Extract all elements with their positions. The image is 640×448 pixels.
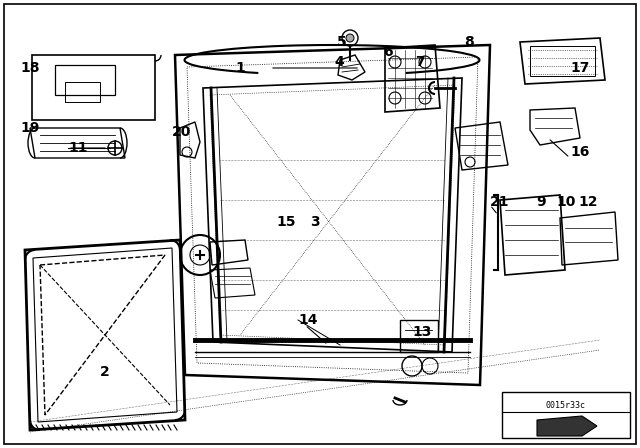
Circle shape — [346, 34, 354, 42]
Text: 0015r33c: 0015r33c — [546, 401, 586, 410]
Bar — [502, 392, 630, 438]
Text: 8: 8 — [464, 35, 474, 49]
Text: 16: 16 — [570, 145, 589, 159]
Text: 10: 10 — [556, 195, 575, 209]
Text: 13: 13 — [412, 325, 431, 339]
Text: 19: 19 — [20, 121, 40, 135]
Text: 12: 12 — [578, 195, 598, 209]
Text: 9: 9 — [536, 195, 546, 209]
Text: 1: 1 — [235, 61, 244, 75]
Text: 3: 3 — [310, 215, 319, 229]
Bar — [65, 82, 100, 102]
Text: 15: 15 — [276, 215, 296, 229]
Text: 21: 21 — [490, 195, 509, 209]
Bar — [400, 320, 438, 352]
Bar — [55, 65, 115, 95]
Text: 20: 20 — [172, 125, 191, 139]
Text: 17: 17 — [570, 61, 589, 75]
Text: 6: 6 — [383, 45, 392, 59]
Polygon shape — [537, 416, 597, 436]
Text: 5: 5 — [337, 35, 347, 49]
Text: 4: 4 — [334, 55, 344, 69]
Bar — [530, 46, 595, 76]
Text: 2: 2 — [100, 365, 109, 379]
Text: 11: 11 — [68, 141, 88, 155]
Text: 7: 7 — [415, 55, 424, 69]
Text: 14: 14 — [298, 313, 317, 327]
Text: 18: 18 — [20, 61, 40, 75]
